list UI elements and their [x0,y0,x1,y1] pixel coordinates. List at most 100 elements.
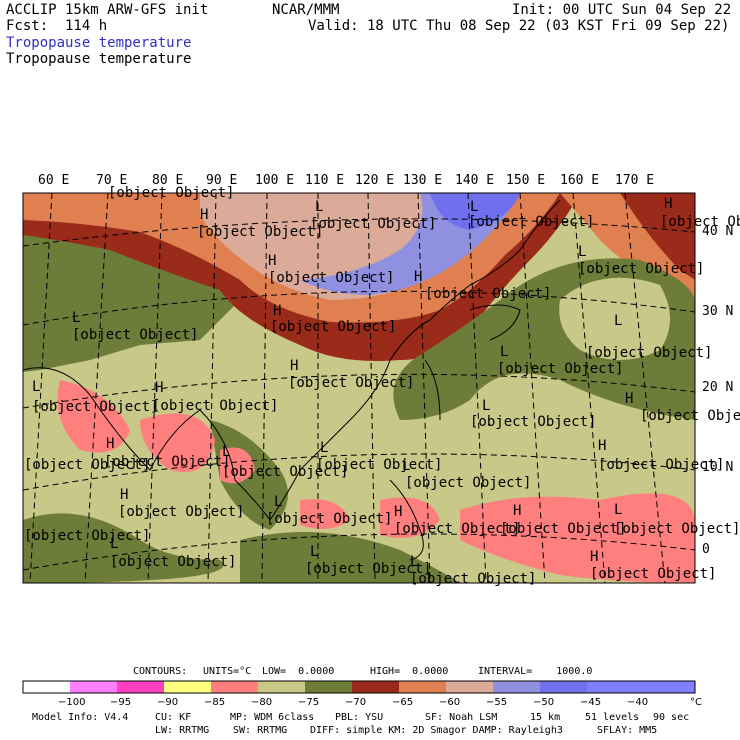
map-value: [object Object] [305,561,431,577]
map-value: [object Object] [468,214,594,230]
map-value: [object Object] [197,224,323,240]
extrema-marker: L [222,444,230,460]
legend-swatch [23,681,70,693]
extrema-marker: L [410,554,418,570]
map-value: [object Object] [425,286,551,302]
extrema-marker: H [290,358,298,374]
legend-label: −100 [58,697,85,708]
map-value: [object Object] [410,571,536,587]
legend-swatch [70,681,117,693]
sf-scheme: SF: Noah LSM [425,712,498,723]
lon-label: 130 E [403,173,442,188]
sflay-scheme: SFLAY: MM5 [597,725,658,736]
map-value: [object Object] [24,528,150,544]
org-label: NCAR/MMM [272,2,340,18]
map-value: [object Object] [310,216,436,232]
legend-label: −40 [627,697,648,708]
lon-label: 80 E [152,173,183,188]
contours-interval: INTERVAL= 1000.0 [478,666,593,677]
legend-unit: °C [690,697,702,708]
lon-label: 70 E [96,173,127,188]
lon-label: 140 E [455,173,494,188]
map-value: [object Object] [640,408,740,424]
forecast-hour: Fcst: 114 h [6,18,108,34]
extrema-marker: L [614,313,622,329]
model-title: ACCLIP 15km ARW-GFS init [6,2,209,18]
legend-swatch [493,681,540,693]
extrema-marker: H [598,438,606,454]
extrema-marker: L [320,440,328,456]
legend-label: −85 [204,697,225,708]
map-value: [object Object] [266,511,392,527]
map-value: [object Object] [104,454,230,470]
lon-label: 110 E [305,173,344,188]
legend-label: −70 [345,697,366,708]
map-value: [object Object] [222,464,348,480]
extrema-marker: L [310,544,318,560]
map-value: [object Object] [110,554,236,570]
contours-units: UNITS=°C [203,666,252,677]
map-value: [object Object] [405,475,531,491]
extrema-marker: L [32,379,40,395]
map-frame [22,192,696,584]
resolution: 15 km [530,712,561,723]
tropopause-temperature-field [23,193,695,583]
vertical-levels: 51 levels [585,712,640,723]
valid-time: Valid: 18 UTC Thu 08 Sep 22 (03 KST Fri … [308,18,730,34]
contours-high: HIGH= 0.0000 [370,666,449,677]
legend-label: −60 [439,697,460,708]
color-legend: −100 −95 −90 −85 −80 −75 −70 −65 −60 −55… [22,680,702,708]
legend-label: −50 [533,697,554,708]
legend-swatch [399,681,446,693]
lon-label: 60 E [38,173,69,188]
map-value: [object Object] [32,399,158,415]
lat-label: 40 N [702,224,733,239]
legend-label: −95 [110,697,131,708]
map-value: [object Object] [118,504,244,520]
extrema-marker: H [513,503,521,519]
lon-label: 150 E [506,173,545,188]
extrema-labels: [object Object] H [object Object] L [obj… [24,185,740,587]
field-title-blue: Tropopause temperature [6,35,192,51]
extrema-marker: H [414,269,422,285]
lon-label: 90 E [206,173,237,188]
map-value: [object Object] [598,457,724,473]
map-value: [object Object] [586,345,712,361]
extrema-marker: H [155,380,163,396]
pbl-scheme: PBL: YSU [335,712,384,723]
map-value: [object Object] [24,457,150,473]
extrema-marker: L [470,199,478,215]
map-value: [object Object] [394,521,520,537]
init-time: Init: 00 UTC Sun 04 Sep 22 [512,2,732,18]
extrema-marker: H [625,391,633,407]
extrema-marker: H [273,303,281,319]
extrema-marker: L [110,536,118,552]
legend-label: −65 [392,697,413,708]
lon-label: 170 E [615,173,654,188]
extrema-marker: H [590,549,598,565]
legend-swatch [446,681,493,693]
legend-label: −75 [298,697,319,708]
lat-label: 10 N [702,460,733,475]
lat-label: 0 [702,542,710,557]
lat-label: 20 N [702,380,733,395]
cu-scheme: CU: KF [155,712,192,723]
longitude-labels: 60 E 70 E 80 E 90 E 100 E 110 E 120 E 13… [38,173,654,188]
lon-label: 100 E [255,173,294,188]
legend-swatch [540,681,587,693]
time-step: 90 sec [653,712,690,723]
map-value: [object Object] [578,261,704,277]
extrema-marker: H [120,487,128,503]
map-value: [object Object] [614,521,740,537]
lon-label: 120 E [355,173,394,188]
lat-label: 30 N [702,304,733,319]
extrema-marker: L [614,502,622,518]
contours-label: CONTOURS: [133,666,188,677]
map-value: [object Object] [316,457,442,473]
lw-scheme: LW: RRTMG [155,725,210,736]
extrema-marker: L [72,310,80,326]
contours-low: LOW= 0.0000 [262,666,335,677]
map-value: [object Object] [660,214,740,230]
legend-swatch [117,681,164,693]
